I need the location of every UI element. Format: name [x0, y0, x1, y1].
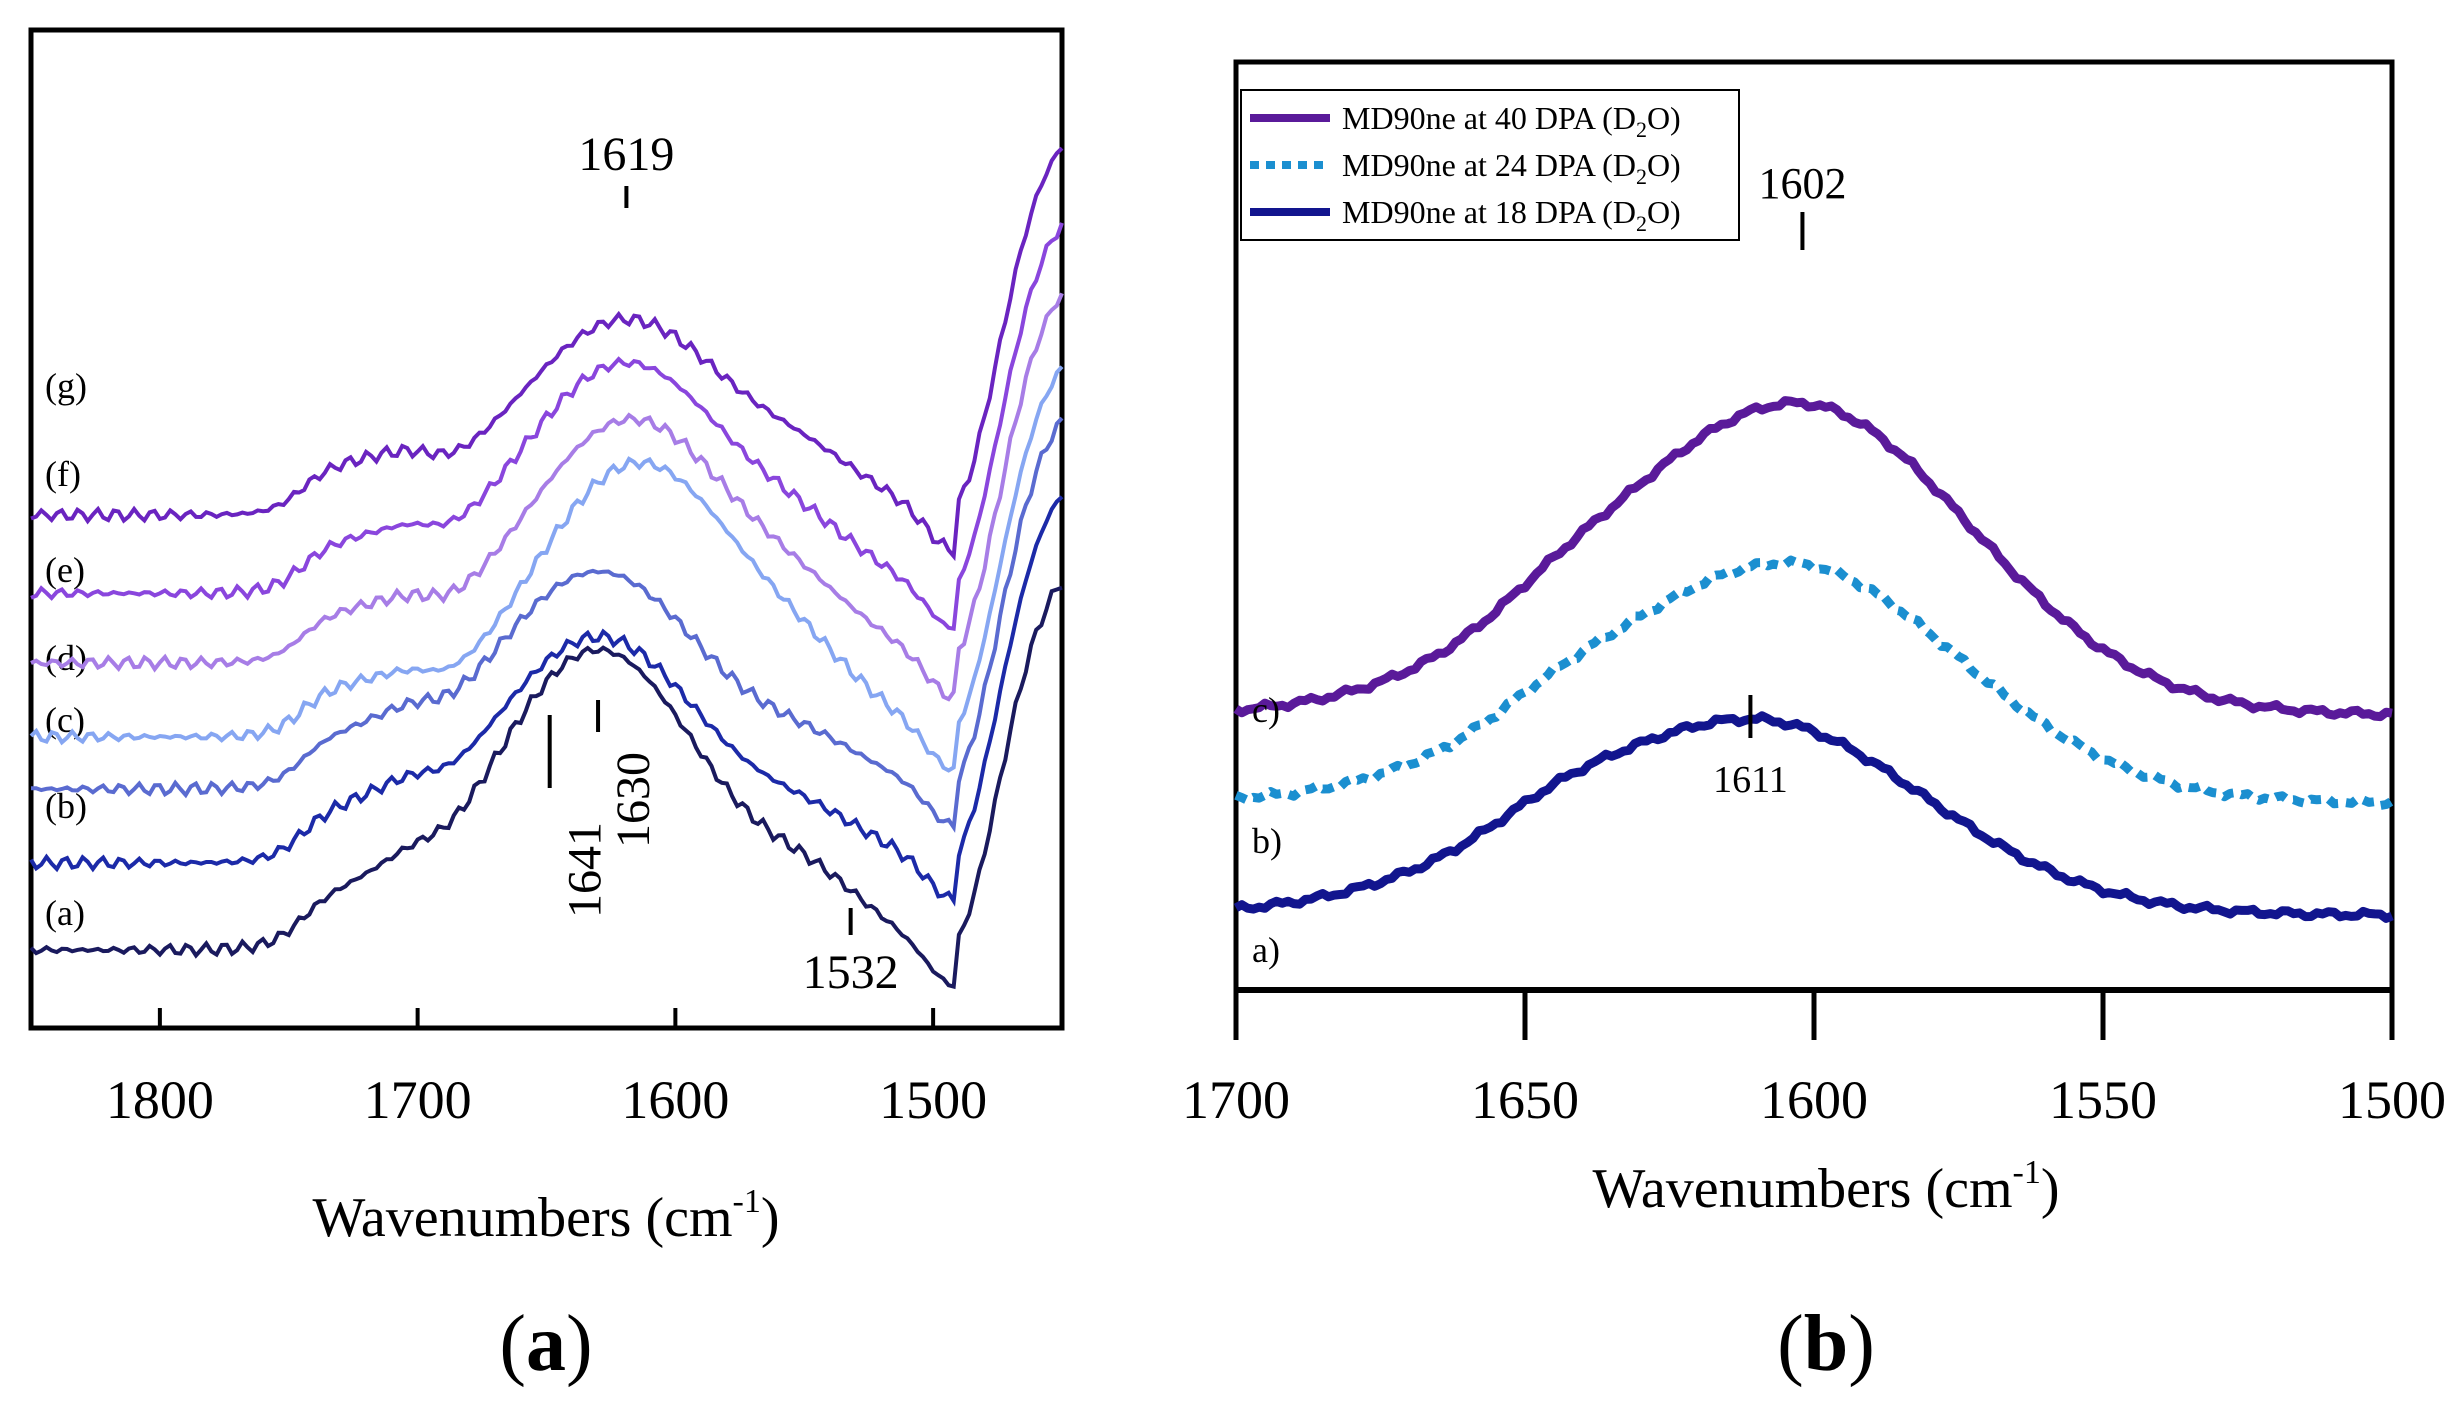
panel-a-letter: (a): [499, 1300, 592, 1388]
panel-b-series: c) b) a): [1233, 396, 2395, 970]
panel-a-trace-label-a: (a): [45, 893, 85, 933]
panel-b-tick-label-1550: 1550: [2049, 1070, 2157, 1130]
annot-1641-label: 1641: [559, 822, 612, 918]
panel-b-letter: (b): [1777, 1300, 1875, 1388]
panel-a-tick-label-1800: 1800: [106, 1070, 214, 1130]
panel-b-tick-label-1650: 1650: [1471, 1070, 1579, 1130]
panel-b-series-a: [1233, 711, 2394, 923]
legend: MD90ne at 40 DPA (D2O) MD90ne at 24 DPA …: [1240, 89, 1740, 241]
panel-a-series: (a)(b)(c)(d)(e)(f)(g): [29, 146, 1064, 990]
panel-a-tick-label-1600: 1600: [621, 1070, 729, 1130]
panel-b-series-c: [1233, 396, 2393, 722]
legend-text-18dpa: MD90ne at 18 DPA (D2O): [1342, 194, 1681, 236]
panel-a-series-c: [31, 416, 1064, 833]
panel-a-trace-label-e: (e): [45, 550, 85, 590]
panel-a: 1800 1700 1600 1500 (a)(b)(c)(d)(e)(f)(g) 1…: [28, 27, 1065, 1388]
legend-text-24dpa: MD90ne at 24 DPA (D2O): [1342, 147, 1681, 189]
panel-b-x-axis-title: Wavenumbers (cm-1): [1593, 1154, 2060, 1220]
panel-a-frame: [28, 27, 1065, 1031]
panel-a-series-f: [30, 222, 1064, 632]
annot-1602-label: 1602: [1758, 159, 1846, 208]
panel-b-trace-label-c: c): [1252, 690, 1280, 730]
panel-b-tick-label-1500: 1500: [2338, 1070, 2446, 1130]
annot-1630-label: 1630: [607, 752, 660, 848]
panel-b: 1700 1650 1600 1550 1500 c) b) a) 1602 1611 MD9…: [1182, 59, 2446, 1388]
panel-a-x-axis-title: Wavenumbers (cm-1): [313, 1183, 780, 1249]
annot-1611-label: 1611: [1713, 759, 1788, 801]
panel-a-series-d: [29, 365, 1064, 773]
panel-a-trace-label-g: (g): [45, 366, 87, 406]
panel-a-trace-label-d: (d): [45, 638, 87, 678]
panel-a-tick-label-1700: 1700: [364, 1070, 472, 1130]
panel-b-x-ticks: 1700 1650 1600 1550 1500: [1182, 990, 2446, 1130]
panel-a-trace-label-b: (b): [45, 786, 87, 826]
legend-text-40dpa: MD90ne at 40 DPA (D2O): [1342, 100, 1681, 142]
panel-b-tick-label-1700: 1700: [1182, 1070, 1290, 1130]
panel-b-series-b: [1234, 555, 2395, 810]
panel-a-series-b: [29, 495, 1064, 907]
panel-a-series-g: [30, 146, 1064, 562]
panel-a-series-e: [30, 292, 1064, 702]
panel-a-trace-label-f: (f): [45, 454, 81, 494]
annot-1619-label: 1619: [578, 128, 674, 181]
panel-b-trace-label-a: a): [1252, 930, 1280, 970]
panel-a-series-a: [29, 585, 1063, 990]
panel-a-tick-label-1500: 1500: [879, 1070, 987, 1130]
panel-b-trace-label-b: b): [1252, 821, 1282, 861]
panel-b-frame: [1233, 59, 2395, 990]
panel-a-x-ticks: 1800 1700 1600 1500: [106, 1008, 987, 1130]
panel-b-tick-label-1600: 1600: [1760, 1070, 1868, 1130]
annot-1532-label: 1532: [803, 946, 899, 999]
panel-b-annotations: 1602 1611: [1713, 159, 1846, 801]
